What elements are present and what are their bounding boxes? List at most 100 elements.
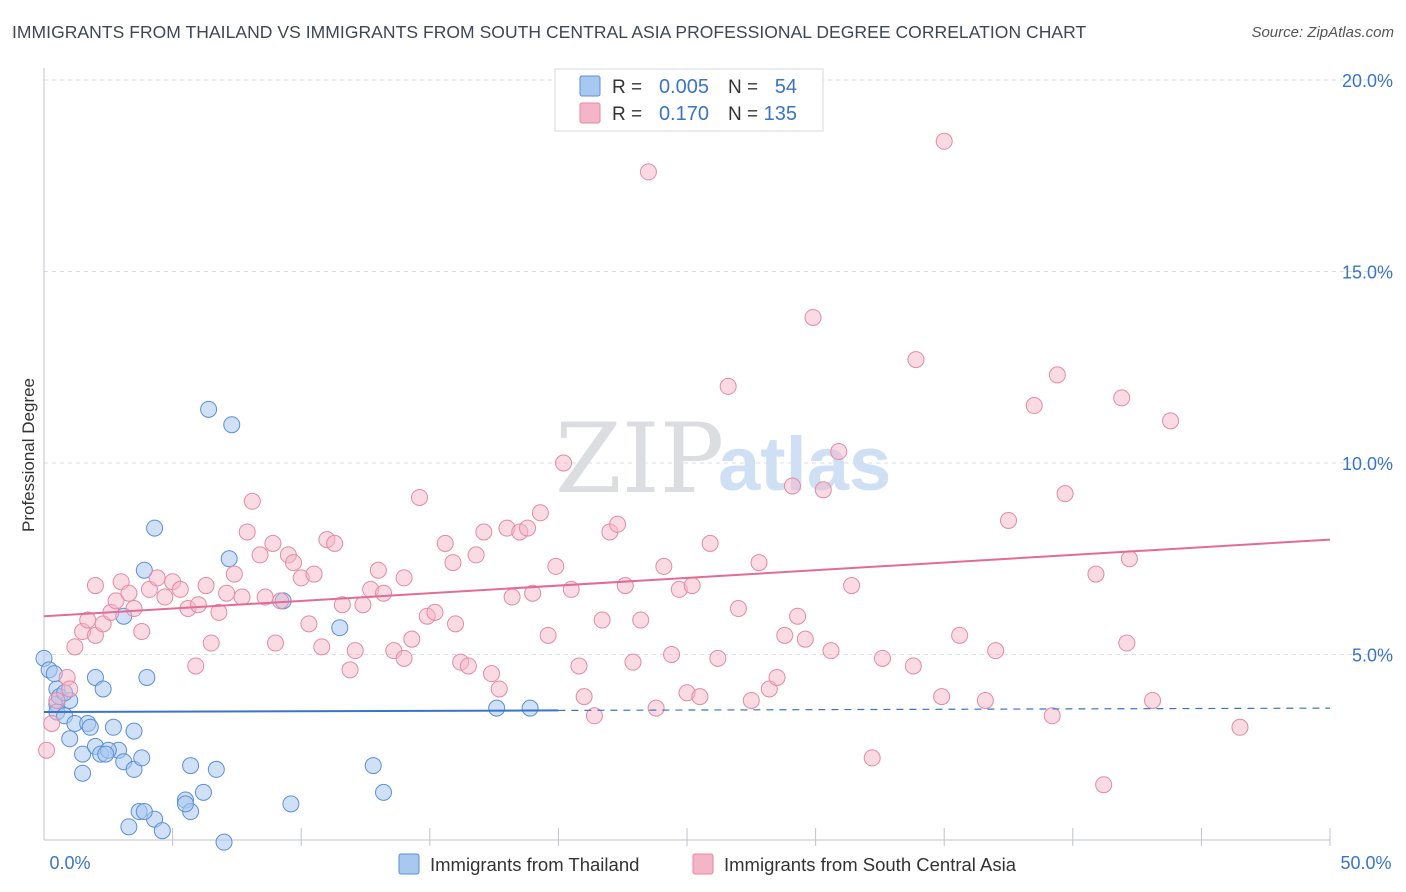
data-point-south-central-asia: [830, 443, 848, 461]
trend-line-south-central-asia: [43, 538, 1331, 618]
data-point-south-central-asia: [933, 688, 951, 706]
data-point-south-central-asia: [251, 546, 269, 564]
data-point-south-central-asia: [156, 588, 174, 606]
x-tick-label-max: 50.0%: [1340, 853, 1391, 873]
data-point-south-central-asia: [987, 642, 1005, 660]
data-point-south-central-asia: [444, 554, 462, 572]
data-point-south-central-asia: [976, 691, 994, 709]
y-axis-label: Professional Degree: [19, 378, 38, 532]
data-point-south-central-asia: [1162, 412, 1180, 430]
data-point-south-central-asia: [616, 577, 634, 595]
series-legend-thailand-swatch: [398, 853, 420, 875]
data-point-south-central-asia: [395, 649, 413, 667]
data-point-thailand: [194, 783, 212, 801]
data-point-south-central-asia: [1144, 691, 1162, 709]
data-point-south-central-asia: [447, 615, 465, 633]
data-point-thailand: [135, 561, 153, 579]
data-point-thailand: [97, 745, 115, 763]
data-point-south-central-asia: [86, 577, 104, 595]
data-point-south-central-asia: [539, 626, 557, 644]
data-point-south-central-asia: [863, 749, 881, 767]
data-point-south-central-asia: [426, 603, 444, 621]
data-point-south-central-asia: [719, 377, 737, 395]
data-point-thailand: [182, 757, 200, 775]
data-point-south-central-asia: [951, 626, 969, 644]
data-point-south-central-asia: [789, 607, 807, 625]
y-tick-label: 20.0%: [1342, 71, 1393, 91]
data-point-south-central-asia: [467, 546, 485, 564]
data-point-south-central-asia: [189, 596, 207, 614]
data-point-south-central-asia: [750, 554, 768, 572]
stats-pink-r-value: 0.170: [659, 103, 709, 125]
trend-lines: [43, 538, 1331, 713]
data-point-south-central-asia: [120, 584, 138, 602]
data-point-south-central-asia: [683, 577, 701, 595]
data-point-south-central-asia: [1000, 511, 1017, 529]
data-point-south-central-asia: [1025, 397, 1043, 415]
data-point-thailand: [61, 730, 79, 748]
data-point-south-central-asia: [624, 653, 642, 671]
data-point-south-central-asia: [768, 668, 786, 686]
data-point-south-central-asia: [411, 488, 429, 506]
data-point-south-central-asia: [843, 577, 861, 595]
stats-legend: R = 0.005 N = 54 R = 0.170 N = 135: [554, 68, 824, 132]
data-point-south-central-asia: [593, 611, 611, 629]
data-point-south-central-asia: [873, 649, 891, 667]
data-point-south-central-asia: [395, 569, 413, 587]
data-point-south-central-asia: [333, 596, 351, 614]
data-point-south-central-asia: [490, 680, 508, 698]
data-point-south-central-asia: [904, 657, 922, 675]
stats-blue-r-label: R =: [612, 77, 642, 98]
stats-legend-pink-swatch: [579, 102, 601, 124]
data-point-thailand: [135, 803, 153, 821]
data-point-south-central-asia: [1048, 366, 1066, 384]
data-point-south-central-asia: [531, 504, 549, 522]
data-point-thailand: [120, 818, 138, 836]
data-point-south-central-asia: [729, 600, 747, 618]
data-point-south-central-asia: [804, 308, 822, 326]
data-point-thailand: [74, 764, 92, 782]
data-point-south-central-asia: [483, 665, 501, 683]
data-point-thailand: [133, 749, 151, 767]
data-point-south-central-asia: [907, 351, 925, 369]
data-point-south-central-asia: [210, 603, 228, 621]
data-point-south-central-asia: [133, 623, 151, 641]
data-point-thailand: [521, 699, 539, 717]
data-point-thailand: [94, 680, 112, 698]
data-point-thailand: [146, 519, 164, 537]
data-point-south-central-asia: [783, 477, 801, 495]
data-point-south-central-asia: [187, 657, 205, 675]
data-point-south-central-asia: [125, 600, 143, 618]
data-point-south-central-asia: [61, 680, 79, 698]
data-point-south-central-asia: [238, 523, 256, 541]
data-point-thailand: [104, 718, 122, 736]
y-tick-label: 5.0%: [1352, 646, 1393, 666]
chart-title: IMMIGRANTS FROM THAILAND VS IMMIGRANTS F…: [12, 22, 1087, 42]
series-legend: Immigrants from Thailand Immigrants from…: [398, 853, 1017, 875]
trend-line-thailand: [43, 709, 559, 713]
data-point-south-central-asia: [935, 132, 953, 150]
stats-pink-n-value: 135: [764, 103, 797, 125]
stats-pink-r-label: R =: [612, 104, 642, 125]
data-point-south-central-asia: [148, 569, 166, 587]
data-point-south-central-asia: [48, 691, 66, 709]
data-point-thailand: [375, 783, 393, 801]
data-point-south-central-asia: [243, 492, 261, 510]
data-point-thailand: [364, 757, 382, 775]
data-point-south-central-asia: [585, 707, 603, 725]
data-point-south-central-asia: [663, 646, 681, 663]
y-tick-label: 15.0%: [1342, 263, 1393, 283]
data-point-south-central-asia: [197, 577, 215, 595]
data-point-south-central-asia: [632, 611, 650, 629]
data-point-south-central-asia: [709, 649, 727, 667]
data-point-south-central-asia: [66, 638, 84, 656]
source-credit: Source: ZipAtlas.com: [1251, 24, 1394, 41]
data-point-south-central-asia: [38, 741, 56, 759]
data-point-south-central-asia: [403, 630, 421, 648]
stats-blue-n-label: N =: [728, 77, 758, 98]
data-point-south-central-asia: [1087, 565, 1105, 583]
data-point-south-central-asia: [313, 638, 331, 656]
data-point-south-central-asia: [43, 714, 61, 732]
data-point-thailand: [200, 400, 218, 418]
data-point-south-central-asia: [655, 557, 673, 575]
